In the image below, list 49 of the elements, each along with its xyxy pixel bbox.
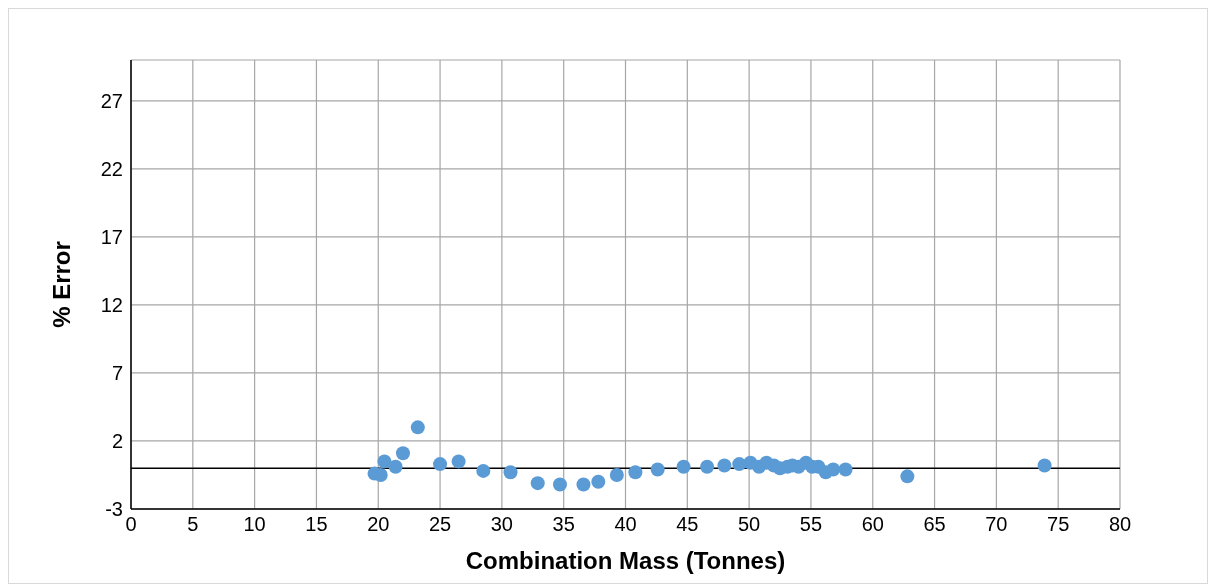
point [576,477,591,492]
x-axis-title: Combination Mass (Tonnes) [465,547,786,574]
point [395,446,410,461]
x-tick-label: 0 [125,513,137,536]
y-tick-label: -3 [105,498,123,521]
x-tick-label: 15 [305,513,328,536]
point [676,459,691,474]
point [650,462,665,477]
x-tick-label: 25 [428,513,452,536]
point [476,463,491,478]
y-tick-label: 17 [100,225,123,248]
point [900,469,915,484]
y-tick-label: 7 [111,362,123,385]
point [388,459,403,474]
point [503,465,518,480]
y-axis-title: % Error [47,241,75,328]
y-tick-label: 2 [111,430,123,453]
point [717,458,732,473]
x-tick-label: 75 [1047,513,1070,536]
point [591,474,606,489]
x-tick-label: 20 [367,513,390,536]
point [1037,458,1052,473]
y-tick-label: 27 [100,89,123,112]
x-tick-label: 30 [490,513,513,536]
point [838,462,853,477]
point [826,462,841,477]
x-tick-label: 10 [243,513,266,536]
point [609,467,624,482]
x-tick-label: 35 [552,513,575,536]
x-tick-label: 55 [799,513,823,536]
x-tick-label: 80 [1108,513,1132,536]
x-tick-label: 40 [614,513,637,536]
point [628,465,643,480]
point [377,454,392,469]
x-tick-label: 65 [923,513,946,536]
y-tick-label: 22 [100,157,123,180]
point [530,476,545,491]
x-tick-label: 70 [985,513,1008,536]
point [732,457,747,472]
point [433,457,448,472]
point [410,420,425,435]
x-tick-label: 50 [738,513,761,536]
x-tick-label: 5 [187,513,199,536]
point [552,477,567,492]
x-tick-label: 45 [676,513,699,536]
x-tick-label: 60 [861,513,884,536]
point [451,454,466,469]
point [700,459,715,474]
y-tick-label: 12 [100,294,123,317]
